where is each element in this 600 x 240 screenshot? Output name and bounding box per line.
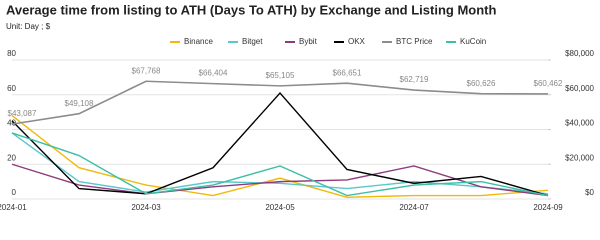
data-label: $66,404 — [199, 69, 228, 78]
data-label: $66,651 — [333, 68, 362, 77]
chart-subtitle: Unit: Day ; $ — [6, 22, 51, 31]
series-line — [11, 80, 549, 125]
y-tick-label: 40 — [7, 119, 16, 128]
x-tick-label: 2024-03 — [131, 203, 161, 212]
legend-label: BTC Price — [396, 37, 433, 46]
legend-label: Binance — [184, 37, 213, 46]
data-label: $67,768 — [132, 66, 161, 75]
series-line — [11, 115, 549, 198]
y-tick-label: 80 — [7, 49, 16, 58]
data-label: $49,108 — [65, 99, 94, 108]
y2-tick-label: $20,000 — [565, 153, 594, 162]
y-tick-label: 20 — [7, 153, 16, 162]
legend-label: Bitget — [242, 37, 263, 46]
legend-label: KuCoin — [460, 37, 486, 46]
y2-tick-label: $60,000 — [565, 84, 594, 93]
data-label: $62,719 — [400, 75, 429, 84]
x-tick-label: 2024-05 — [265, 203, 295, 212]
series-line — [11, 91, 549, 197]
data-label: $60,462 — [534, 79, 563, 88]
legend-label: Bybit — [299, 37, 318, 46]
x-tick-label: 2024-01 — [0, 203, 27, 212]
chart: Average time from listing to ATH (Days T… — [0, 2, 595, 212]
chart-title: Average time from listing to ATH (Days T… — [6, 2, 496, 17]
legend-label: OKX — [348, 37, 366, 46]
y2-tick-label: $0 — [585, 188, 594, 197]
data-label: $43,087 — [8, 109, 37, 118]
series-line — [11, 163, 549, 197]
x-tick-label: 2024-07 — [399, 203, 429, 212]
series-line — [11, 132, 549, 195]
series-line — [11, 132, 549, 197]
data-label: $60,626 — [467, 79, 496, 88]
y2-tick-label: $40,000 — [565, 119, 594, 128]
y-tick-label: 60 — [7, 84, 16, 93]
y2-tick-label: $80,000 — [565, 49, 594, 58]
y-tick-label: 0 — [12, 188, 17, 197]
x-tick-label: 2024-09 — [533, 203, 563, 212]
data-label: $65,105 — [266, 71, 295, 80]
